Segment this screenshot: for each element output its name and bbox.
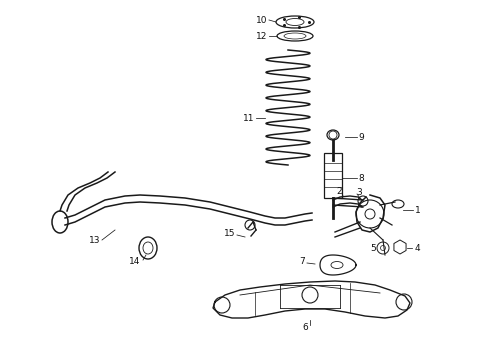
Text: 1: 1 [415, 206, 421, 215]
Text: 4: 4 [415, 243, 420, 252]
Text: 2: 2 [336, 186, 342, 195]
Text: 9: 9 [358, 132, 364, 141]
Text: 14: 14 [129, 257, 140, 266]
Text: 8: 8 [358, 174, 364, 183]
Text: 6: 6 [302, 324, 308, 333]
Text: 3: 3 [356, 188, 362, 197]
Text: 13: 13 [89, 235, 100, 244]
Text: 5: 5 [370, 243, 376, 252]
Text: 10: 10 [255, 15, 267, 24]
Text: 11: 11 [243, 113, 254, 122]
Text: 12: 12 [256, 32, 267, 41]
Text: 7: 7 [299, 257, 305, 266]
Text: 15: 15 [223, 229, 235, 238]
